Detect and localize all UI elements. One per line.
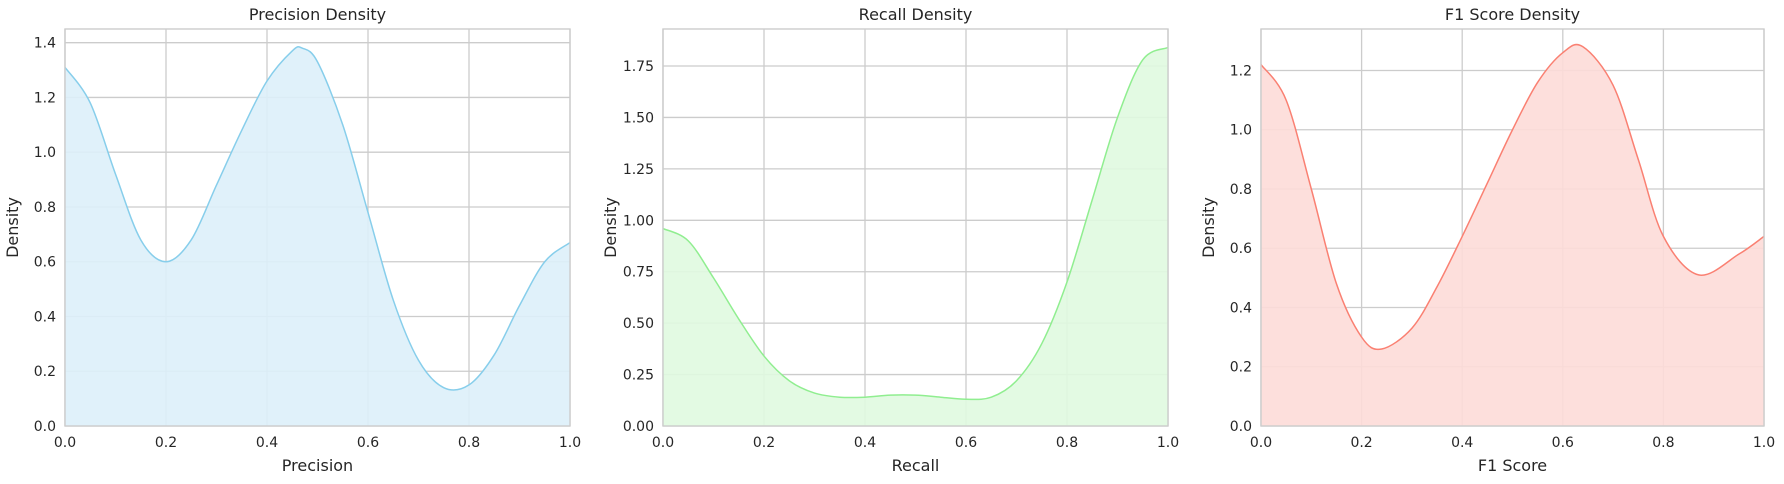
chart-title: Precision Density [249, 5, 386, 24]
y-tick-label: 0.25 [623, 368, 654, 384]
y-tick-label: 1.00 [623, 213, 654, 229]
x-tick-label: 0.6 [955, 435, 977, 451]
chart-panel-3: 0.0 0.2 0.4 0.6 0.8 1.0 0.0 0.2 0.4 0.6 0.8 1.0 1.2 F… [1199, 5, 1775, 475]
x-tick-label: 0.0 [54, 435, 76, 451]
x-tick-label: 0.0 [1250, 435, 1272, 451]
x-tick-label: 0.6 [357, 435, 379, 451]
plot-frame [64, 28, 571, 427]
x-tick-label: 0.4 [256, 435, 278, 451]
density-line [1260, 43, 1765, 351]
y-tick-label: 1.25 [623, 162, 654, 178]
density-area [663, 47, 1168, 426]
density-line [64, 46, 571, 391]
plot-frame [662, 28, 1169, 427]
y-tick-label: 0.50 [623, 316, 654, 332]
x-tick-label: 1.0 [559, 435, 581, 451]
y-tick-label: 1.75 [623, 59, 654, 75]
y-tick-label: 1.0 [34, 145, 56, 161]
y-tick-label: 0.6 [1230, 241, 1252, 257]
density-area [1261, 44, 1764, 426]
chart-title: F1 Score Density [1445, 5, 1580, 24]
y-tick-label: 1.2 [1230, 63, 1252, 79]
x-tick-label: 0.2 [1350, 435, 1372, 451]
y-axis-label: Density [601, 197, 620, 258]
x-tick-label: 0.8 [1056, 435, 1078, 451]
y-tick-label: 1.0 [1230, 123, 1252, 139]
chart-panel-2: 0.0 0.2 0.4 0.6 0.8 1.0 0.00 0.25 0.50 0.75 1.00 1.… [601, 5, 1179, 475]
y-tick-label: 0.4 [34, 309, 56, 325]
x-tick-label: 0.4 [854, 435, 876, 451]
x-tick-label: 0.8 [458, 435, 480, 451]
x-tick-label: 0.8 [1652, 435, 1674, 451]
y-tick-label: 0.8 [1230, 182, 1252, 198]
density-line [662, 46, 1169, 401]
y-tick-label: 1.2 [34, 90, 56, 106]
x-tick-label: 1.0 [1157, 435, 1179, 451]
y-tick-label: 1.50 [623, 110, 654, 126]
x-axis-label: F1 Score [1478, 456, 1547, 475]
y-tick-label: 0.75 [623, 265, 654, 281]
y-axis-label: Density [1199, 197, 1218, 258]
plot-frame [1260, 28, 1765, 427]
y-tick-label: 0.8 [34, 200, 56, 216]
chart-panel-1: 0.0 0.2 0.4 0.6 0.8 1.0 0.0 0.2 0.4 0.6 0.8 1.0 1.2 1… [3, 5, 581, 475]
x-axis-label: Recall [892, 456, 940, 475]
x-axis-label: Precision [282, 456, 353, 475]
x-tick-label: 0.2 [155, 435, 177, 451]
y-tick-label: 0.00 [623, 419, 654, 435]
y-axis-label: Density [3, 197, 22, 258]
x-tick-label: 0.2 [753, 435, 775, 451]
x-tick-label: 0.6 [1552, 435, 1574, 451]
x-tick-label: 0.4 [1451, 435, 1473, 451]
y-tick-label: 0.6 [34, 255, 56, 271]
x-tick-label: 0.0 [652, 435, 674, 451]
y-tick-label: 0.0 [34, 419, 56, 435]
y-tick-label: 0.0 [1230, 419, 1252, 435]
y-tick-label: 0.2 [1230, 360, 1252, 376]
y-tick-label: 0.2 [34, 364, 56, 380]
chart-title: Recall Density [859, 5, 973, 24]
x-tick-label: 1.0 [1753, 435, 1775, 451]
y-tick-label: 1.4 [34, 36, 56, 52]
y-tick-label: 0.4 [1230, 300, 1252, 316]
density-area [65, 46, 570, 426]
